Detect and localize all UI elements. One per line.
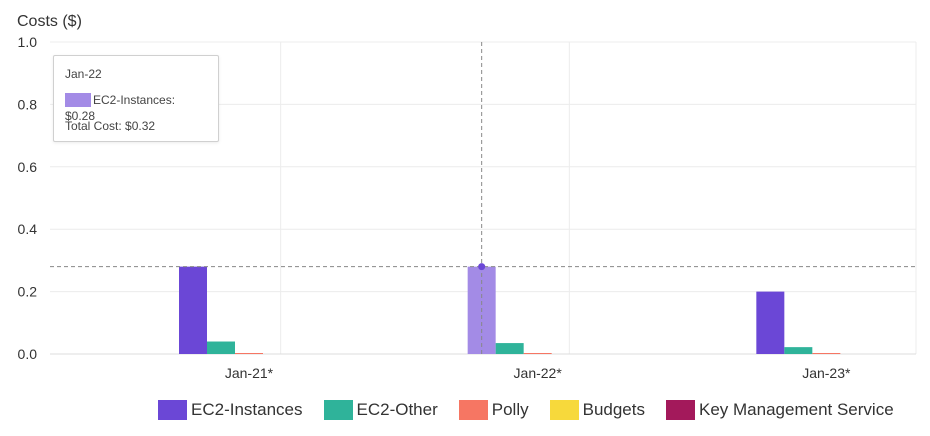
legend-swatch: [458, 400, 488, 420]
bar-polly-jan-22-[interactable]: [523, 353, 552, 354]
y-tick-label: 0.4: [18, 221, 38, 237]
x-axis-ticks: Jan-21* Jan-22* Jan-23*: [225, 365, 851, 381]
legend-item-ec2-other[interactable]: EC2-Other: [323, 400, 438, 420]
legend-swatch: [666, 400, 695, 420]
x-tick-label: Jan-21*: [225, 365, 274, 381]
legend-label: EC2-Instances: [191, 400, 303, 419]
cost-bar-chart: 1.0 0.8 0.6 0.4 0.2 0.0 Jan-21* Jan-22* Jan-23*…: [17, 13, 917, 381]
bar-ec2-other-jan-21-[interactable]: [207, 341, 235, 354]
legend-item-polly[interactable]: Polly: [458, 400, 529, 420]
bar-ec2-instances-jan-23-[interactable]: [756, 291, 785, 354]
tooltip-series-value: EC2-Instances: $0.28: [65, 93, 176, 123]
tooltip-swatch: [65, 93, 91, 107]
bar-polly-jan-23-[interactable]: [812, 353, 841, 354]
legend-label: EC2-Other: [356, 400, 438, 419]
legend-swatch: [549, 400, 579, 420]
crosshair: [50, 42, 916, 354]
legend-item-ec2-instances[interactable]: EC2-Instances: [158, 400, 303, 420]
legend: EC2-Instances EC2-Other Polly Budgets Key Ma…: [158, 400, 894, 420]
x-tick-label: Jan-22*: [514, 365, 563, 381]
tooltip-title: Jan-22: [65, 67, 102, 81]
tooltip-series-row: EC2-Instances: $0.28: [65, 92, 207, 123]
bar-polly-jan-21-[interactable]: [235, 353, 263, 354]
y-tick-label: 0.6: [18, 159, 38, 175]
bars[interactable]: [179, 266, 841, 354]
x-tick-label: Jan-23*: [802, 365, 851, 381]
y-tick-label: 1.0: [18, 34, 38, 50]
y-tick-label: 0.8: [18, 96, 38, 112]
tooltip-total: Total Cost: $0.32: [65, 119, 156, 133]
crosshair-point: [478, 263, 486, 271]
bar-ec2-instances-jan-21-[interactable]: [179, 266, 207, 354]
legend-item-budgets[interactable]: Budgets: [549, 400, 645, 420]
y-axis-label: Costs ($): [17, 13, 82, 30]
legend-swatch: [323, 400, 353, 420]
y-tick-label: 0.0: [18, 346, 38, 362]
bar-ec2-other-jan-23-[interactable]: [784, 347, 813, 354]
legend-label: Key Management Service: [699, 400, 894, 419]
bar-ec2-other-jan-22-[interactable]: [495, 343, 524, 354]
legend-label: Polly: [491, 400, 529, 419]
y-tick-label: 0.2: [18, 284, 38, 300]
legend-swatch: [158, 400, 187, 420]
legend-label: Budgets: [582, 400, 645, 419]
y-axis-ticks: 1.0 0.8 0.6 0.4 0.2 0.0: [18, 34, 38, 362]
tooltip: Jan-22 EC2-Instances: $0.28 Total Cost: …: [53, 55, 219, 142]
legend-item-key-management-service[interactable]: Key Management Service: [666, 400, 894, 420]
